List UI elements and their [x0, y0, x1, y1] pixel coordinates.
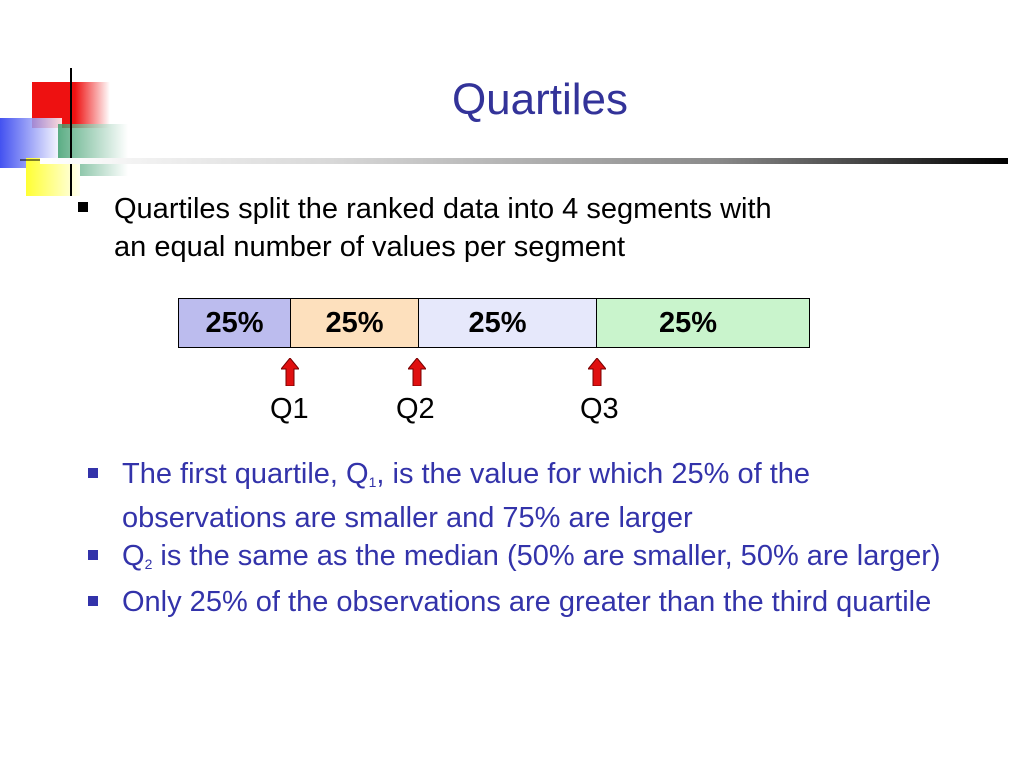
arrow-up-icon — [588, 358, 606, 386]
bullet-2-text-b: is the same as the median (50% are small… — [152, 540, 941, 572]
quartile-bar: 25% 25% 25% 25% — [178, 298, 810, 348]
square-bullet-icon — [88, 596, 98, 606]
bullet-1-text-a: The first quartile, Q — [122, 458, 369, 490]
segment-3: 25% — [419, 299, 597, 347]
title-divider — [40, 158, 1008, 164]
subscript-2: 2 — [144, 556, 153, 572]
segment-4: 25% — [597, 299, 809, 347]
subscript-1: 1 — [368, 474, 377, 490]
square-bullet-icon — [78, 202, 88, 212]
q3-label: Q3 — [580, 393, 619, 425]
segment-1: 25% — [179, 299, 291, 347]
slide-title: Quartiles — [451, 75, 629, 124]
arrow-up-icon — [408, 358, 426, 386]
corner-decoration — [0, 68, 128, 196]
q1-label: Q1 — [270, 393, 309, 425]
intro-bullet: Quartiles split the ranked data into 4 s… — [78, 190, 938, 266]
list-item: Only 25% of the observations are greater… — [88, 584, 968, 620]
segment-2: 25% — [291, 299, 419, 347]
intro-bullet-line1: Quartiles split the ranked data into 4 s… — [114, 193, 772, 225]
arrow-up-icon — [281, 358, 299, 386]
bullet-3-text: Only 25% of the observations are greater… — [122, 586, 932, 618]
intro-bullet-line2: an equal number of values per segment — [114, 231, 626, 263]
bullet-2-text-a: Q — [122, 540, 145, 572]
bullet-1-text-b: , is the value for which 25% of the obse… — [122, 458, 811, 534]
square-bullet-icon — [88, 550, 98, 560]
list-item: Q2 is the same as the median (50% are sm… — [88, 538, 968, 582]
quartile-notes-list: The first quartile, Q1, is the value for… — [88, 456, 968, 622]
q2-label: Q2 — [396, 393, 435, 425]
list-item: The first quartile, Q1, is the value for… — [88, 456, 968, 536]
square-bullet-icon — [88, 468, 98, 478]
